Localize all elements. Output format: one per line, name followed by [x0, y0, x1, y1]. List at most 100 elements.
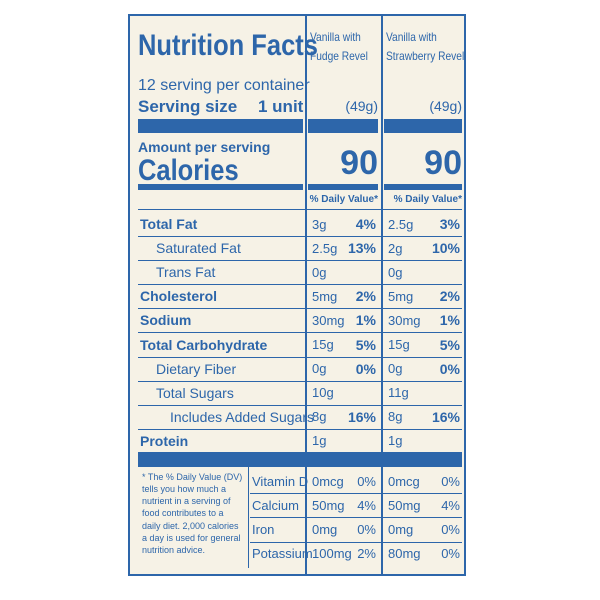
rule: [138, 380, 462, 382]
rule: [250, 493, 462, 494]
rule: [138, 452, 462, 467]
title: Nutrition Facts: [138, 29, 318, 62]
rule: [381, 16, 383, 576]
rule: [138, 184, 303, 190]
servings-per-container: 12 serving per container: [138, 77, 310, 94]
nutrient-amount: 15g: [388, 337, 410, 352]
rule: [138, 428, 462, 430]
rule: [138, 236, 462, 237]
vitamin-amount: 50mg: [312, 497, 345, 513]
nutrient-amount: 5mg: [388, 288, 414, 304]
vitamin-amount: 50mg: [388, 497, 421, 513]
nutrient-amount: 2.5g: [312, 240, 338, 256]
daily-value: 13%: [347, 240, 376, 257]
rule: [384, 119, 462, 133]
nutrient-name: Trans Fat: [156, 264, 216, 281]
product-name: Vanilla with: [386, 30, 437, 44]
serving-size-label: Serving size: [138, 96, 238, 116]
vitamin-dv: 4%: [441, 497, 460, 513]
rule: [248, 467, 249, 568]
rule: [250, 517, 462, 519]
nutrient-amount: 8g: [312, 409, 327, 425]
rule: [138, 209, 462, 210]
vitamin-dv: 0%: [357, 473, 376, 489]
nutrient-amount: 0g: [312, 361, 327, 377]
vitamin-dv: 0%: [357, 522, 376, 538]
serving-size: 1 unit: [258, 96, 304, 116]
daily-value: 2%: [355, 288, 376, 305]
daily-value: 1%: [355, 312, 376, 329]
vitamin-amount: 0mg: [312, 522, 338, 538]
vitamin-amount: 0mg: [388, 522, 414, 538]
rule: [138, 404, 462, 406]
nutrient-name: Total Sugars: [156, 384, 234, 401]
nutrient-amount: 11g: [388, 385, 409, 401]
label-panel: [128, 14, 466, 576]
calories-value: 90: [340, 144, 378, 182]
nutrient-amount: 2g: [388, 240, 403, 256]
rule: [138, 119, 303, 133]
daily-value: 10%: [431, 240, 460, 257]
vitamin-name: Vitamin D: [252, 473, 309, 489]
calories-value: 90: [424, 144, 462, 182]
nutrient-amount: 0g: [312, 264, 327, 280]
rule: [250, 541, 462, 543]
vitamin-name: Calcium: [252, 497, 299, 513]
vitamin-dv: 4%: [357, 497, 376, 513]
dv-heading: % Daily Value*: [309, 194, 378, 205]
vitamin-dv: 2%: [357, 546, 376, 562]
rule: [308, 184, 378, 190]
nutrient-amount: 1g: [388, 433, 403, 449]
daily-value: 16%: [431, 408, 460, 425]
serving-weight: (49g): [345, 98, 378, 114]
product-name: Vanilla with: [310, 30, 361, 44]
rule: [138, 356, 462, 358]
calories-label: Calories: [138, 154, 239, 187]
nutrient-amount: 0g: [388, 264, 403, 280]
nutrient-amount: 2.5g: [388, 216, 414, 232]
nutrient-name: Includes Added Sugars: [170, 408, 314, 425]
daily-value: 1%: [439, 312, 460, 329]
rule: [384, 184, 462, 190]
product-name: Fudge Revel: [310, 49, 368, 63]
rule: [305, 16, 307, 576]
nutrient-amount: 5mg: [312, 288, 338, 304]
vitamin-amount: 100mg: [312, 546, 352, 562]
daily-value: 0%: [439, 360, 460, 377]
rule: [308, 119, 378, 133]
nutrient-amount: 30mg: [388, 312, 421, 328]
rule: [138, 284, 462, 286]
vitamin-amount: 80mg: [388, 546, 421, 562]
serving-weight: (49g): [429, 98, 462, 114]
vitamin-dv: 0%: [441, 546, 460, 562]
nutrient-name: Dietary Fiber: [156, 360, 237, 377]
vitamin-dv: 0%: [441, 473, 460, 489]
daily-value: 4%: [355, 216, 376, 232]
rule: [138, 260, 462, 262]
footnote: * The % Daily Value (DV) tells you how m…: [142, 472, 243, 555]
nutrient-name: Sodium: [140, 312, 192, 329]
vitamin-dv: 0%: [441, 522, 460, 538]
product-name: Strawberry Revel: [386, 49, 465, 63]
vitamin-name: Iron: [252, 522, 275, 538]
nutrient-name: Saturated Fat: [156, 240, 241, 257]
nutrient-amount: 30mg: [312, 312, 345, 328]
daily-value: 5%: [355, 336, 376, 353]
vitamin-name: Potassium: [252, 546, 313, 562]
daily-value: 3%: [439, 216, 460, 232]
nutrient-name: Total Fat: [140, 216, 198, 232]
nutrient-amount: 3g: [312, 216, 327, 232]
nutrient-amount: 10g: [312, 385, 334, 401]
nutrient-name: Protein: [140, 432, 189, 449]
dv-heading: % Daily Value*: [393, 194, 462, 205]
daily-value: 5%: [439, 336, 460, 353]
vitamin-amount: 0mcg: [388, 473, 420, 489]
nutrient-amount: 8g: [388, 409, 403, 425]
daily-value: 16%: [347, 408, 376, 425]
nutrient-amount: 15g: [312, 337, 334, 352]
nutrient-name: Total Carbohydrate: [140, 336, 268, 353]
nutrient-amount: 1g: [312, 433, 327, 449]
daily-value: 2%: [439, 288, 460, 305]
daily-value: 0%: [355, 360, 376, 377]
amount-heading: Amount per serving: [138, 139, 271, 155]
